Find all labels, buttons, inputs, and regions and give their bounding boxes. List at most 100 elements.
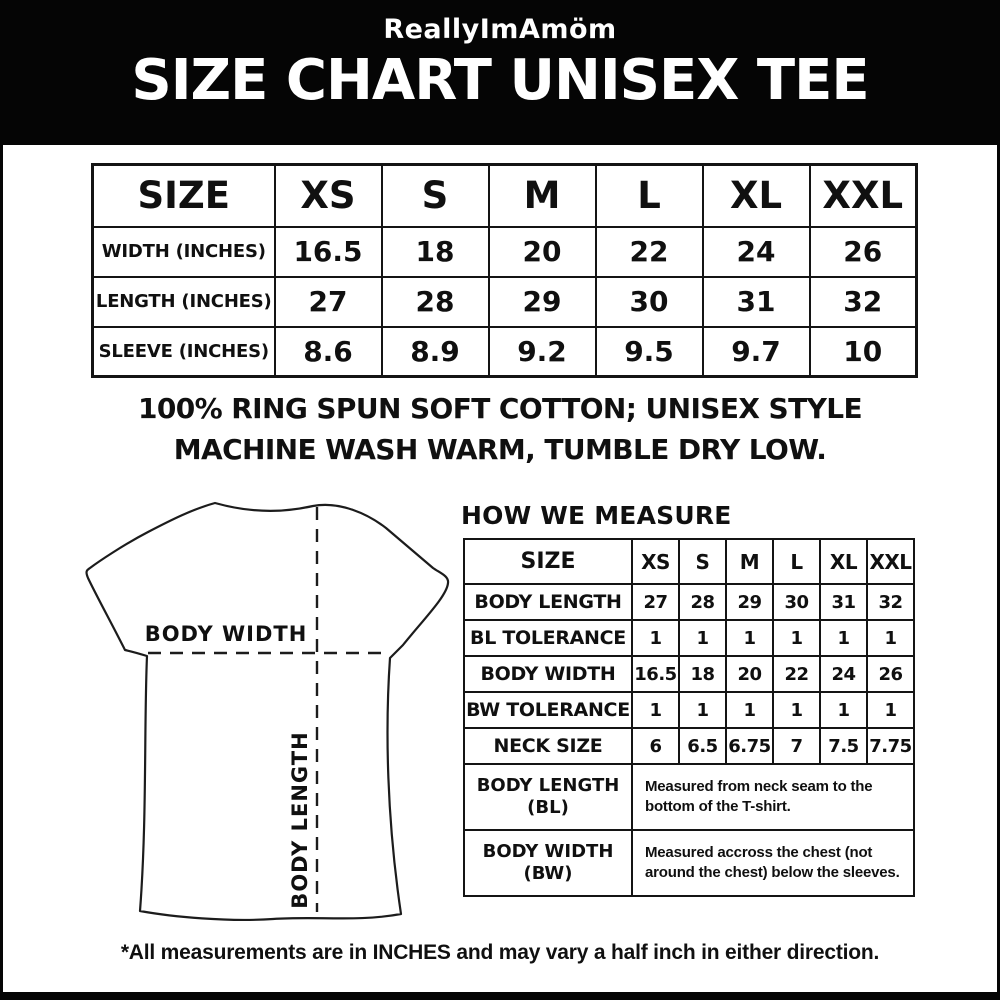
cell-value: 8.6 (273, 325, 383, 378)
row-label: NECK SIZE (463, 727, 633, 765)
definition-row: BODY LENGTH (BL) Measured from neck seam… (463, 763, 915, 831)
cell-value: 26 (808, 225, 918, 278)
row-label: BODY WIDTH (463, 655, 633, 693)
table-row: WIDTH (INCHES) 16.5 18 20 22 24 26 (91, 225, 918, 278)
cell-value: 9.5 (594, 325, 704, 378)
table-row: BODY WIDTH 16.5 18 20 22 24 26 (463, 655, 915, 693)
size-table-header-cell: XL (701, 163, 811, 228)
body-length-label: BODY LENGTH (288, 731, 312, 908)
table-row: BW TOLERANCE 1 1 1 1 1 1 (463, 691, 915, 729)
cell-value: 16.5 (273, 225, 383, 278)
cell-value: 1 (866, 619, 915, 657)
measure-header-cell: XL (819, 538, 868, 585)
definition-text: Measured accross the chest (not around t… (631, 829, 915, 897)
cell-value: 28 (678, 583, 727, 621)
cell-value: 1 (631, 691, 680, 729)
cell-value: 1 (819, 691, 868, 729)
cell-value: 6.75 (725, 727, 774, 765)
cell-value: 7.75 (866, 727, 915, 765)
measure-table: SIZE XS S M L XL XXL BODY LENGTH 27 28 2… (463, 538, 915, 897)
cell-value: 1 (819, 619, 868, 657)
cell-value: 8.9 (380, 325, 490, 378)
how-we-measure-title: HOW WE MEASURE (461, 501, 732, 530)
cell-value: 18 (678, 655, 727, 693)
header-band: ReallyImAmöm SIZE CHART UNISEX TEE (3, 0, 997, 145)
table-row: SLEEVE (INCHES) 8.6 8.9 9.2 9.5 9.7 10 (91, 325, 918, 378)
row-label: BODY LENGTH (463, 583, 633, 621)
cell-value: 24 (701, 225, 811, 278)
measure-header-cell: SIZE (463, 538, 633, 585)
cell-value: 1 (725, 619, 774, 657)
cell-value: 1 (631, 619, 680, 657)
definition-term-line2: (BL) (527, 797, 569, 818)
cell-value: 10 (808, 325, 918, 378)
row-label: LENGTH (INCHES) (91, 275, 276, 328)
table-row: BL TOLERANCE 1 1 1 1 1 1 (463, 619, 915, 657)
measure-header-cell: XS (631, 538, 680, 585)
cell-value: 30 (772, 583, 821, 621)
cell-value: 28 (380, 275, 490, 328)
tshirt-outline (85, 501, 450, 921)
care-instructions: 100% RING SPUN SOFT COTTON; UNISEX STYLE… (3, 388, 997, 470)
table-row: NECK SIZE 6 6.5 6.75 7 7.5 7.75 (463, 727, 915, 765)
size-table-header-cell: XXL (808, 163, 918, 228)
size-table-header-cell: M (487, 163, 597, 228)
body-width-label: BODY WIDTH (145, 622, 308, 646)
measure-header-cell: XXL (866, 538, 915, 585)
measure-header-cell: S (678, 538, 727, 585)
care-line-1: 100% RING SPUN SOFT COTTON; UNISEX STYLE (137, 392, 863, 425)
cell-value: 27 (631, 583, 680, 621)
cell-value: 7.5 (819, 727, 868, 765)
measure-header-cell: L (772, 538, 821, 585)
definition-term-line1: BODY WIDTH (482, 841, 614, 862)
cell-value: 6 (631, 727, 680, 765)
definition-term: BODY WIDTH (BW) (463, 829, 633, 897)
cell-value: 20 (487, 225, 597, 278)
cell-value: 24 (819, 655, 868, 693)
definition-row: BODY WIDTH (BW) Measured accross the che… (463, 829, 915, 897)
cell-value: 1 (725, 691, 774, 729)
cell-value: 32 (808, 275, 918, 328)
cell-value: 22 (594, 225, 704, 278)
size-table-header-cell: XS (273, 163, 383, 228)
cell-value: 1 (772, 619, 821, 657)
page-title: SIZE CHART UNISEX TEE (131, 48, 869, 114)
size-table: SIZE XS S M L XL XXL WIDTH (INCHES) 16.5… (91, 163, 918, 378)
definition-term: BODY LENGTH (BL) (463, 763, 633, 831)
cell-value: 29 (487, 275, 597, 328)
measurement-footnote: *All measurements are in INCHES and may … (120, 941, 880, 964)
cell-value: 29 (725, 583, 774, 621)
cell-value: 6.5 (678, 727, 727, 765)
cell-value: 31 (819, 583, 868, 621)
table-row: LENGTH (INCHES) 27 28 29 30 31 32 (91, 275, 918, 328)
cell-value: 1 (866, 691, 915, 729)
care-line-2: MACHINE WASH WARM, TUMBLE DRY LOW. (173, 433, 827, 466)
cell-value: 30 (594, 275, 704, 328)
cell-value: 9.2 (487, 325, 597, 378)
row-label: BL TOLERANCE (463, 619, 633, 657)
cell-value: 22 (772, 655, 821, 693)
cell-value: 1 (772, 691, 821, 729)
brand-logo: ReallyImAmöm (383, 14, 617, 45)
measure-header-cell: M (725, 538, 774, 585)
tshirt-diagram: BODY WIDTH BODY LENGTH (85, 501, 450, 921)
definition-term-line1: BODY LENGTH (476, 775, 620, 796)
size-table-header-cell: SIZE (91, 163, 276, 228)
cell-value: 32 (866, 583, 915, 621)
table-row: BODY LENGTH 27 28 29 30 31 32 (463, 583, 915, 621)
cell-value: 20 (725, 655, 774, 693)
cell-value: 16.5 (631, 655, 680, 693)
definition-text: Measured from neck seam to the bottom of… (631, 763, 915, 831)
row-label: SLEEVE (INCHES) (91, 325, 276, 378)
measure-table-header-row: SIZE XS S M L XL XXL (463, 538, 915, 585)
cell-value: 9.7 (701, 325, 811, 378)
size-table-header-cell: L (594, 163, 704, 228)
cell-value: 1 (678, 619, 727, 657)
cell-value: 7 (772, 727, 821, 765)
cell-value: 26 (866, 655, 915, 693)
row-label: WIDTH (INCHES) (91, 225, 276, 278)
size-table-header-cell: S (380, 163, 490, 228)
cell-value: 1 (678, 691, 727, 729)
size-table-header-row: SIZE XS S M L XL XXL (91, 163, 918, 228)
